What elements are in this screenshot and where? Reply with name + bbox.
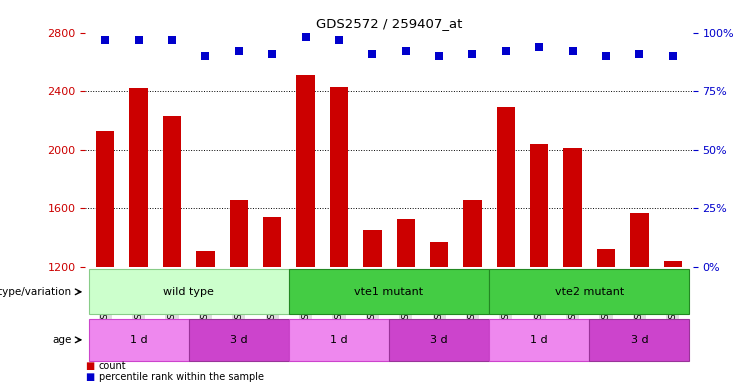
- Bar: [330, 87, 348, 267]
- Bar: [130, 88, 147, 267]
- Bar: [196, 251, 215, 267]
- Bar: [363, 230, 382, 267]
- Bar: [89, 270, 289, 314]
- Point: [634, 51, 645, 57]
- Point: [333, 36, 345, 43]
- Bar: [430, 242, 448, 267]
- Text: 1 d: 1 d: [531, 335, 548, 345]
- Title: GDS2572 / 259407_at: GDS2572 / 259407_at: [316, 17, 462, 30]
- Bar: [530, 144, 548, 267]
- Text: 1 d: 1 d: [130, 335, 147, 345]
- Point: [400, 48, 412, 55]
- Point: [467, 51, 479, 57]
- Bar: [163, 116, 182, 267]
- Bar: [263, 217, 282, 267]
- Bar: [463, 200, 482, 267]
- Point: [366, 51, 378, 57]
- Bar: [289, 270, 489, 314]
- Bar: [396, 218, 415, 267]
- Bar: [96, 131, 114, 267]
- Bar: [296, 75, 315, 267]
- Text: wild type: wild type: [163, 287, 214, 297]
- Text: 3 d: 3 d: [230, 335, 247, 345]
- Bar: [289, 319, 389, 361]
- Point: [600, 53, 612, 59]
- Text: percentile rank within the sample: percentile rank within the sample: [99, 372, 264, 382]
- Bar: [489, 319, 589, 361]
- Bar: [189, 319, 289, 361]
- Point: [133, 36, 144, 43]
- Text: ■: ■: [85, 372, 94, 382]
- Bar: [664, 261, 682, 267]
- Point: [166, 36, 178, 43]
- Point: [199, 53, 211, 59]
- Point: [534, 44, 545, 50]
- Point: [667, 53, 679, 59]
- Bar: [230, 200, 248, 267]
- Point: [567, 48, 579, 55]
- Text: vte1 mutant: vte1 mutant: [354, 287, 424, 297]
- Point: [233, 48, 245, 55]
- Text: 1 d: 1 d: [330, 335, 348, 345]
- Point: [500, 48, 512, 55]
- Text: vte2 mutant: vte2 mutant: [555, 287, 624, 297]
- Text: ■: ■: [85, 361, 94, 371]
- Bar: [489, 270, 689, 314]
- Bar: [589, 319, 689, 361]
- Point: [299, 34, 311, 40]
- Text: 3 d: 3 d: [631, 335, 648, 345]
- Text: count: count: [99, 361, 126, 371]
- Text: age: age: [53, 335, 72, 345]
- Bar: [89, 319, 189, 361]
- Bar: [631, 213, 648, 267]
- Point: [266, 51, 278, 57]
- Bar: [496, 107, 515, 267]
- Bar: [597, 249, 615, 267]
- Text: genotype/variation: genotype/variation: [0, 287, 72, 297]
- Point: [99, 36, 111, 43]
- Bar: [563, 148, 582, 267]
- Point: [433, 53, 445, 59]
- Bar: [389, 319, 489, 361]
- Text: 3 d: 3 d: [431, 335, 448, 345]
